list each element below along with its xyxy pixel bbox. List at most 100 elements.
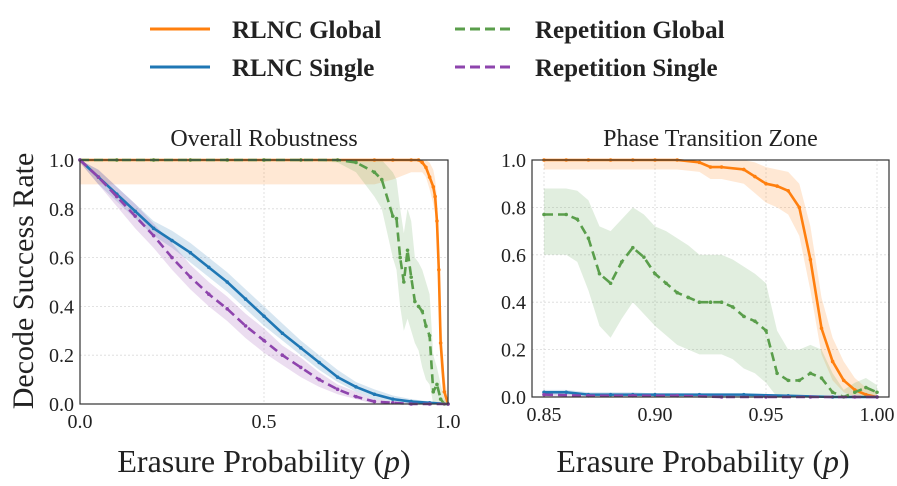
x-axis-label-left-text: Erasure Probability ( — [117, 443, 384, 479]
data-point-repetition-single — [317, 377, 322, 382]
data-point-repetition-single — [335, 387, 340, 392]
legend: RLNC Global RLNC Single Repetition Globa… — [150, 17, 725, 82]
data-point-rlnc-global — [797, 205, 802, 210]
data-point-repetition-global — [808, 371, 813, 376]
data-point-repetition-global — [409, 275, 414, 279]
data-point-repetition-global — [597, 271, 602, 276]
data-point-rlnc-single — [243, 297, 248, 301]
data-point-rlnc-global — [433, 194, 437, 199]
data-point-repetition-global — [379, 177, 384, 182]
y-tick-label: 0.4 — [49, 296, 74, 318]
data-point-rlnc-global — [442, 390, 447, 394]
data-point-repetition-global — [775, 371, 779, 376]
data-point-repetition-global — [830, 390, 835, 395]
data-point-repetition-global — [742, 314, 746, 319]
data-point-repetition-single — [262, 338, 266, 343]
data-point-repetition-single — [96, 175, 101, 179]
data-point-repetition-global — [427, 333, 432, 338]
data-point-repetition-global — [664, 281, 668, 286]
plot-frame — [79, 159, 449, 405]
data-point-repetition-single — [225, 307, 229, 311]
data-point-repetition-global — [708, 300, 713, 305]
data-point-repetition-global — [435, 382, 439, 387]
data-point-repetition-global — [575, 217, 580, 222]
legend-label-repetition-global: Repetition Global — [535, 17, 725, 44]
data-point-rlnc-single — [262, 314, 266, 318]
data-point-rlnc-single — [335, 375, 340, 379]
data-point-rlnc-global — [819, 326, 824, 331]
data-point-repetition-single — [372, 399, 377, 404]
confidence-band-repetition-global — [544, 188, 877, 397]
data-point-repetition-single — [243, 324, 248, 328]
data-point-repetition-global — [786, 378, 790, 383]
x-tick-label: 1.0 — [436, 411, 461, 433]
legend-item-repetition-global: Repetition Global — [455, 17, 725, 44]
legend-item-rlnc-single: RLNC Single — [150, 55, 374, 82]
data-point-repetition-single — [207, 292, 211, 297]
data-point-repetition-global — [391, 214, 395, 218]
data-point-repetition-global — [730, 305, 735, 309]
data-point-repetition-global — [586, 236, 591, 241]
data-point-rlnc-single — [608, 392, 613, 397]
data-point-repetition-global — [431, 390, 436, 394]
y-tick-label: 0.0 — [501, 387, 526, 409]
data-point-rlnc-single — [280, 331, 285, 336]
data-point-rlnc-global — [786, 189, 790, 193]
data-point-repetition-single — [280, 353, 285, 358]
data-point-rlnc-global — [697, 160, 702, 165]
data-point-rlnc-single — [170, 238, 174, 243]
panel-phase-transition-zone: 0.0 0.2 0.4 0.6 0.8 1.0 0.85 0.90 0.95 1.00 Phase … — [501, 126, 895, 426]
data-point-repetition-global — [686, 295, 691, 300]
confidence-band-rlnc-global — [544, 160, 877, 397]
data-point-repetition-global — [420, 309, 425, 314]
confidence-band-rlnc-global — [80, 160, 448, 404]
data-point-repetition-single — [151, 233, 156, 238]
y-tick-label: 0.2 — [49, 345, 74, 367]
legend-label-rlnc-single: RLNC Single — [232, 55, 374, 82]
data-point-rlnc-single — [299, 346, 303, 350]
data-point-repetition-global — [864, 385, 868, 390]
data-point-repetition-global — [438, 397, 443, 401]
legend-label-repetition-single: Repetition Single — [535, 55, 718, 82]
data-point-repetition-single — [542, 392, 546, 397]
legend-item-repetition-single: Repetition Single — [455, 55, 718, 82]
data-point-rlnc-global — [431, 185, 436, 189]
data-point-rlnc-global — [764, 181, 768, 186]
data-point-rlnc-global — [435, 219, 439, 223]
data-point-repetition-global — [764, 328, 768, 333]
data-point-repetition-global — [402, 280, 406, 284]
data-point-repetition-global — [697, 300, 702, 305]
data-point-repetition-single — [354, 394, 358, 399]
data-point-rlnc-global — [775, 184, 779, 188]
data-point-repetition-single — [115, 194, 119, 199]
data-point-repetition-global — [608, 281, 613, 286]
data-point-rlnc-single — [317, 360, 322, 365]
data-point-repetition-global — [413, 299, 417, 304]
y-tick-label: 0.2 — [501, 340, 526, 362]
data-point-repetition-global — [619, 260, 624, 264]
x-axis-label-right-text: Erasure Probability ( — [556, 443, 823, 479]
data-point-rlnc-global — [424, 165, 428, 170]
y-tick-label: 0.8 — [49, 199, 74, 221]
data-point-rlnc-global — [830, 359, 835, 364]
y-tick-label: 0.6 — [49, 248, 74, 270]
data-point-repetition-global — [394, 216, 399, 221]
data-point-repetition-global — [372, 170, 377, 174]
data-point-rlnc-single — [391, 397, 395, 401]
x-tick-label: 0.5 — [252, 411, 277, 433]
data-point-repetition-global — [564, 212, 568, 217]
data-point-repetition-global — [631, 245, 635, 250]
y-tick-label: 0.0 — [49, 394, 74, 416]
data-point-repetition-global — [853, 390, 857, 395]
data-point-repetition-global — [416, 304, 421, 309]
series-line-repetition-global — [544, 213, 878, 399]
x-tick-label: 1.00 — [860, 404, 895, 426]
y-axis-label: Decode Success Rate — [7, 153, 40, 410]
data-point-repetition-global — [719, 300, 724, 305]
data-point-rlnc-single — [653, 392, 657, 397]
plot-frame — [531, 159, 890, 398]
y-tick-label: 0.4 — [501, 292, 526, 314]
data-point-rlnc-global — [742, 167, 746, 172]
data-point-rlnc-global — [708, 165, 713, 169]
